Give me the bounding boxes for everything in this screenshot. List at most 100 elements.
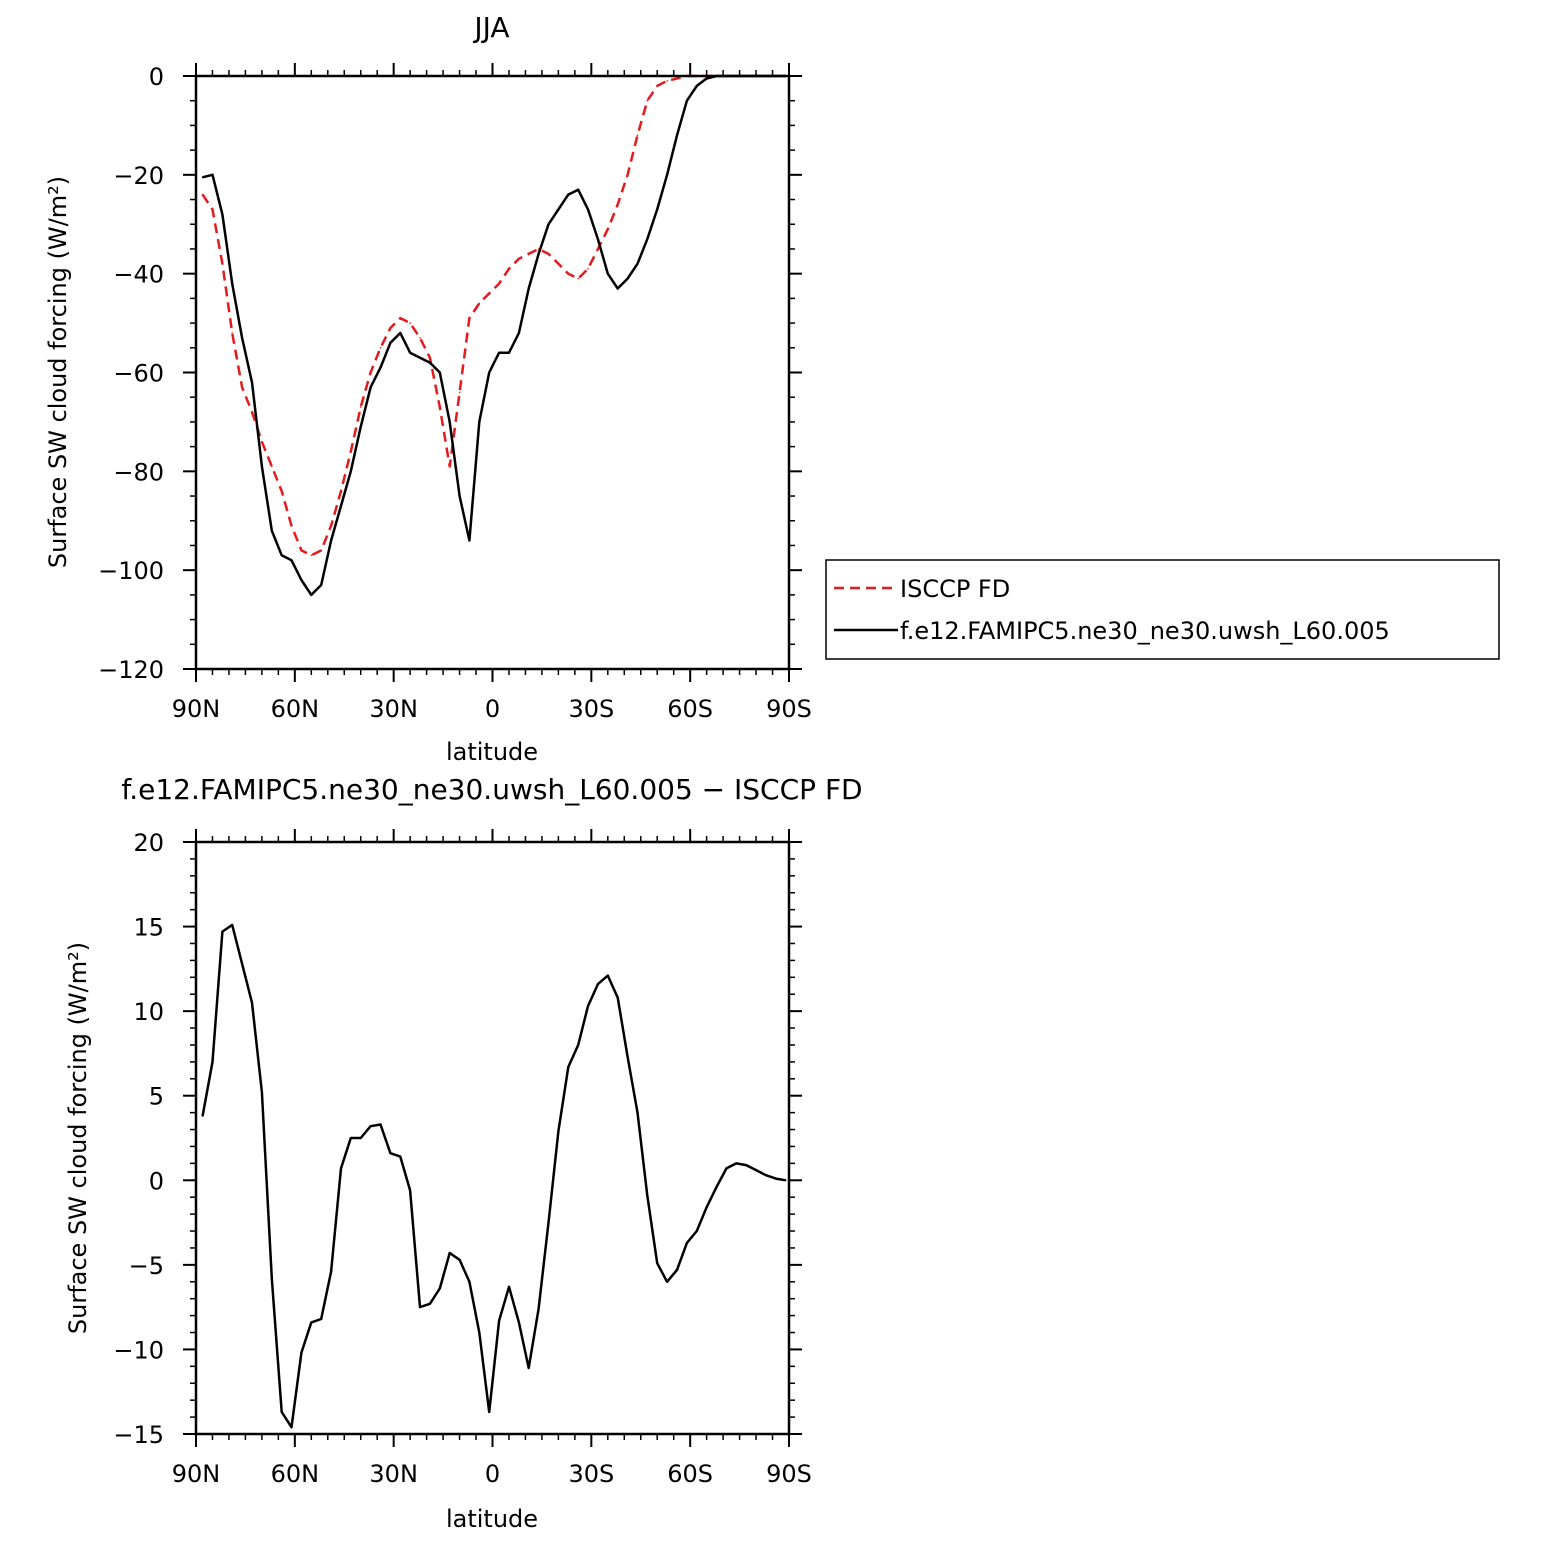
top-series-1-point xyxy=(231,282,233,285)
top-y-tick-label: −20 xyxy=(113,162,164,190)
bottom-series-0-point xyxy=(616,996,619,999)
top-x-tick-label: 60N xyxy=(271,695,320,723)
top-series-0-point xyxy=(488,292,491,295)
bottom-series-0-point xyxy=(340,1167,342,1170)
top-x-tick-label: 60S xyxy=(667,695,713,723)
top-series-0-point xyxy=(478,302,481,305)
bottom-series-0-point xyxy=(607,974,609,977)
bottom-x-axis-title: latitude xyxy=(446,1505,538,1533)
bottom-series-0-point xyxy=(330,1270,332,1273)
top-chart-title: JJA xyxy=(472,11,509,44)
bottom-axes: 90N 60N 30N 0 30S 60S 90S 20 15 10 5 0 −5 −10 −15 xyxy=(113,829,812,1488)
top-series-0-point xyxy=(527,253,530,255)
top-series-0-point xyxy=(271,465,273,468)
top-series-1-point xyxy=(686,99,688,102)
bottom-y-tick-label: −10 xyxy=(113,1336,164,1364)
top-series-1-point xyxy=(439,371,441,374)
top-series-1-point xyxy=(448,421,451,423)
top-series-0-point xyxy=(439,406,441,408)
bottom-series-0-point xyxy=(201,1115,204,1117)
top-series-0-point xyxy=(290,524,293,527)
top-series-1-point xyxy=(508,351,510,354)
bottom-series-0-point xyxy=(735,1162,738,1165)
top-series-0-point xyxy=(231,332,233,334)
top-series-1-point xyxy=(251,381,253,384)
bottom-series-0-point xyxy=(518,1321,520,1324)
top-series-1-point xyxy=(201,176,204,179)
top-series-1-point xyxy=(557,208,560,211)
top-series-1-point xyxy=(379,366,382,369)
bottom-series-0-point xyxy=(468,1281,471,1283)
bottom-x-tick-label: 0 xyxy=(485,1460,500,1488)
top-series-1-point xyxy=(241,337,243,339)
top-series-1-point xyxy=(676,134,678,137)
bottom-series-0-point xyxy=(478,1331,481,1334)
top-plot-frame xyxy=(194,74,791,671)
top-y-tick-label: 0 xyxy=(149,63,164,91)
bottom-chart-title: f.e12.FAMIPC5.ne30_ne30.uwsh_L60.005 − I… xyxy=(121,773,862,806)
bottom-y-tick-label: −5 xyxy=(129,1252,164,1280)
bottom-x-tick-label: 30S xyxy=(568,1460,614,1488)
top-series-0-point xyxy=(676,77,678,80)
top-y-tick-label: −60 xyxy=(113,360,164,388)
bottom-series-0-point xyxy=(577,1044,579,1046)
bottom-series-0-point xyxy=(251,1001,253,1004)
top-series-1-point xyxy=(271,529,273,532)
bottom-series-0-point xyxy=(448,1252,451,1254)
top-series-1-point xyxy=(547,223,550,226)
top-x-tick-label: 30S xyxy=(568,695,614,723)
bottom-series-0-point xyxy=(646,1194,649,1197)
legend-box xyxy=(825,559,1500,660)
top-series-1-point xyxy=(310,594,313,596)
top-series-1-point xyxy=(478,421,481,423)
top-series-0-point xyxy=(379,347,382,349)
bottom-series-0-point xyxy=(310,1321,313,1324)
bottom-series-0-point xyxy=(705,1206,708,1209)
top-series-1-point xyxy=(626,277,629,280)
top-series-0-point xyxy=(399,317,402,319)
top-series-0-point xyxy=(468,317,471,319)
bottom-series-0-point xyxy=(290,1426,293,1428)
top-series-1-point xyxy=(458,495,461,497)
top-series-group xyxy=(201,74,787,597)
top-y-axis-title: Surface SW cloud forcing (W/m²) xyxy=(44,176,72,568)
bottom-series-0-point xyxy=(241,963,243,965)
top-series-0-point xyxy=(350,450,352,453)
top-series-line-1 xyxy=(202,74,786,597)
bottom-series-0-point xyxy=(745,1164,747,1166)
bottom-series-0-point xyxy=(784,1179,787,1182)
top-series-0-point xyxy=(498,282,500,285)
top-series-1-point xyxy=(350,470,352,473)
top-series-1-point xyxy=(488,371,491,374)
bottom-series-0-point xyxy=(488,1411,491,1413)
top-series-1-point xyxy=(587,208,589,211)
top-series-1-point xyxy=(399,332,402,334)
bottom-series-0-point xyxy=(656,1262,658,1264)
legend-label-isccp: ISCCP FD xyxy=(900,575,1010,603)
top-series-0-point xyxy=(508,267,510,270)
top-series-0-point xyxy=(597,248,599,250)
bottom-series-0-point xyxy=(498,1319,500,1322)
top-x-axis-title: latitude xyxy=(446,738,538,766)
top-y-tick-label: −120 xyxy=(98,656,164,684)
bottom-series-0-point xyxy=(369,1125,372,1127)
top-series-0-point xyxy=(429,356,431,359)
top-series-0-point xyxy=(626,174,629,176)
top-series-1-point xyxy=(290,559,293,562)
top-series-0-point xyxy=(518,258,520,260)
bottom-series-0-point xyxy=(626,1056,629,1058)
bottom-series-0-point xyxy=(587,1005,589,1007)
top-series-0-point xyxy=(577,277,579,280)
top-series-0-point xyxy=(409,322,411,324)
bottom-series-0-point xyxy=(359,1137,362,1139)
top-series-0-point xyxy=(241,386,243,389)
bottom-y-tick-label: 0 xyxy=(149,1167,164,1195)
bottom-series-0-point xyxy=(300,1352,303,1354)
bottom-series-0-point xyxy=(537,1308,540,1310)
top-series-0-point xyxy=(221,263,224,265)
top-series-1-point xyxy=(705,77,708,80)
top-series-1-point xyxy=(330,539,332,542)
bottom-series-0-point xyxy=(399,1155,402,1158)
bottom-series-0-point xyxy=(379,1123,382,1126)
bottom-series-0-point xyxy=(350,1137,352,1139)
